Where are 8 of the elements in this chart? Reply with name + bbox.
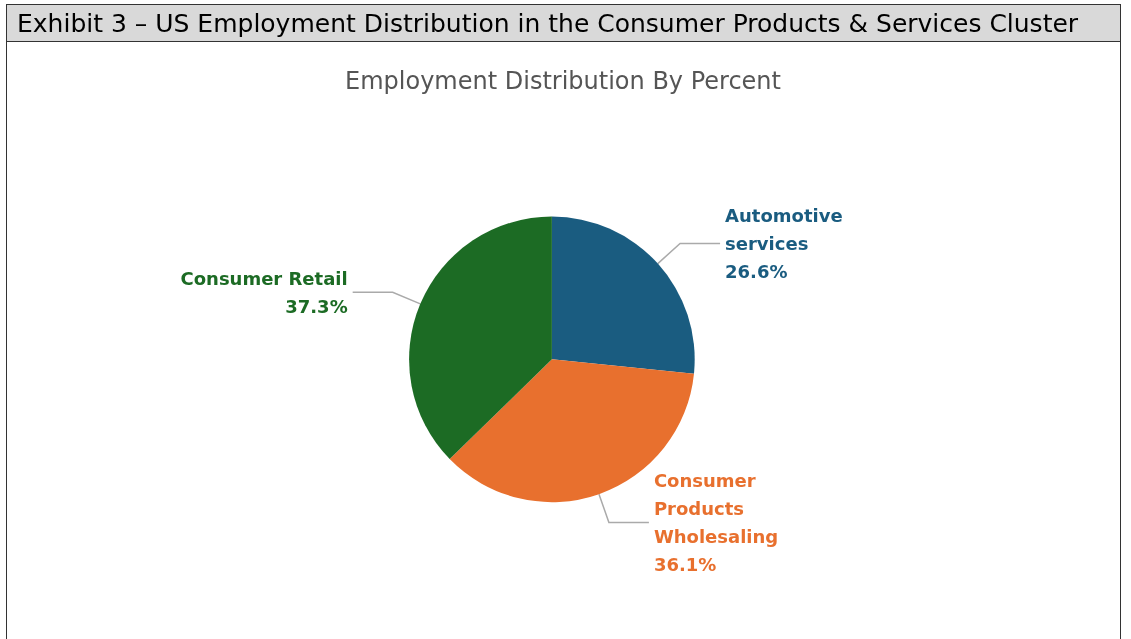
chart-subtitle: Employment Distribution By Percent	[345, 67, 781, 95]
chart-title: Exhibit 3 – US Employment Distribution in the Consumer Products & Services Cluster	[6, 4, 1121, 42]
slice-label: Automotive services	[725, 204, 849, 254]
slice-label: Consumer Retail	[180, 267, 348, 289]
data-label: 36.1%	[653, 553, 717, 575]
slice-label: Consumer Products Wholesaling	[653, 469, 779, 547]
data-label: 37.3%	[285, 295, 348, 317]
data-label: 26.6%	[725, 260, 788, 282]
